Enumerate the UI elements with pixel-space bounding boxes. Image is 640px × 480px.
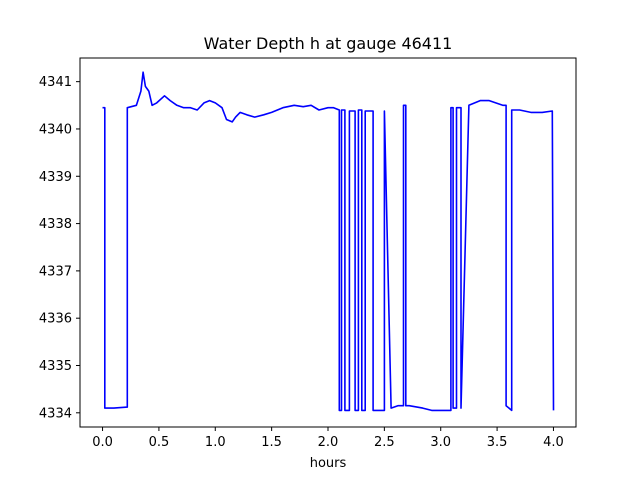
x-axis: 0.0 0.5 1.0 1.5 2.0 2.5 3.0 3.5 4.0 xyxy=(92,427,564,450)
y-tick-label: 4338 xyxy=(39,217,72,232)
x-tick-label: 1.0 xyxy=(205,435,226,450)
x-tick-label: 3.0 xyxy=(430,435,451,450)
x-tick-label: 4.0 xyxy=(543,435,564,450)
x-tick-label: 3.5 xyxy=(487,435,508,450)
x-tick-label: 2.0 xyxy=(318,435,339,450)
y-tick-label: 4337 xyxy=(39,264,72,279)
series-line xyxy=(102,71,555,412)
x-tick-label: 2.5 xyxy=(374,435,395,450)
y-tick-label: 4335 xyxy=(39,359,72,374)
y-axis: 4334 4335 4336 4337 4338 4339 4340 4341 xyxy=(39,75,80,421)
y-tick-label: 4339 xyxy=(39,170,72,185)
plot-area xyxy=(102,71,555,412)
x-axis-label: hours xyxy=(310,456,347,471)
x-tick-label: 0.5 xyxy=(149,435,170,450)
y-tick-label: 4336 xyxy=(39,312,72,327)
x-tick-label: 0.0 xyxy=(92,435,113,450)
y-tick-label: 4341 xyxy=(39,75,72,90)
x-tick-label: 1.5 xyxy=(261,435,282,450)
y-tick-label: 4340 xyxy=(39,122,72,137)
y-tick-label: 4334 xyxy=(39,406,72,421)
chart-title: Water Depth h at gauge 46411 xyxy=(204,34,453,53)
